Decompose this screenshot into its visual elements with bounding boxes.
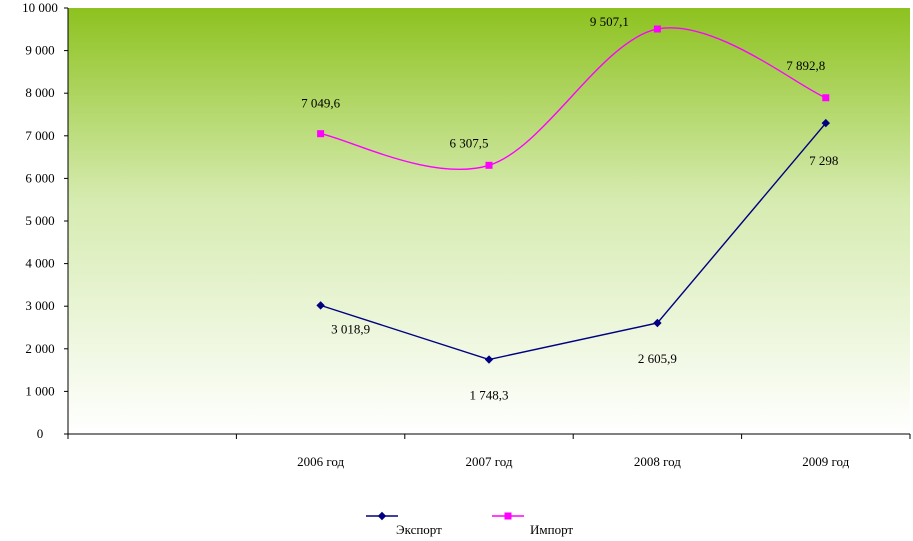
series-2-point [317,130,325,138]
series-layer [316,25,831,364]
plot-area [68,8,910,434]
data-label: 1 748,3 [470,388,509,403]
data-labels: 3 018,9 1 748,3 2 605,9 7 298 7 049,6 6 307,5… [301,14,838,403]
y-tick-label: 7 000 [25,128,54,143]
y-tick-label: 6 000 [25,170,54,185]
series-line-2 [320,27,827,171]
y-tick-label: 4 000 [25,256,54,271]
y-tick-label: 2 000 [25,341,54,356]
y-tick-label: 10 000 [22,0,58,15]
y-tick-label: 1 000 [25,383,54,398]
data-label: 7 298 [809,153,838,168]
y-tick-label: 0 [37,426,44,441]
legend-swatch-marker [377,511,387,521]
y-tick-label: 9 000 [25,43,54,58]
data-label: 2 605,9 [638,351,677,366]
legend-label: Импорт [530,522,573,537]
data-label: 9 507,1 [590,14,629,29]
series-2-point [653,25,661,33]
data-label: 3 018,9 [331,321,370,336]
series-2-point [485,161,493,169]
series-1-point [821,118,831,128]
data-label: 7 049,6 [301,96,341,111]
legend-swatch-marker [504,512,512,520]
x-tick-label: 2009 год [802,454,849,469]
series-2-point [822,94,830,102]
y-tick-label: 3 000 [25,298,54,313]
axes: 0 1 000 2 000 3 000 4 000 5 000 6 000 7 000 8 00… [22,0,911,469]
x-tick-label: 2008 год [634,454,681,469]
data-label: 7 892,8 [786,58,825,73]
y-tick-label: 8 000 [25,85,54,100]
series-line-1 [320,122,827,361]
y-tick-label: 5 000 [25,213,54,228]
series-1-point [316,301,325,310]
series-1-point [484,355,494,364]
legend: Экспорт Импорт [366,511,573,537]
x-tick-label: 2007 год [466,454,513,469]
x-tick-label: 2006 год [297,454,344,469]
legend-label: Экспорт [396,522,442,537]
series-1-point [653,318,662,328]
data-label: 6 307,5 [450,135,489,150]
